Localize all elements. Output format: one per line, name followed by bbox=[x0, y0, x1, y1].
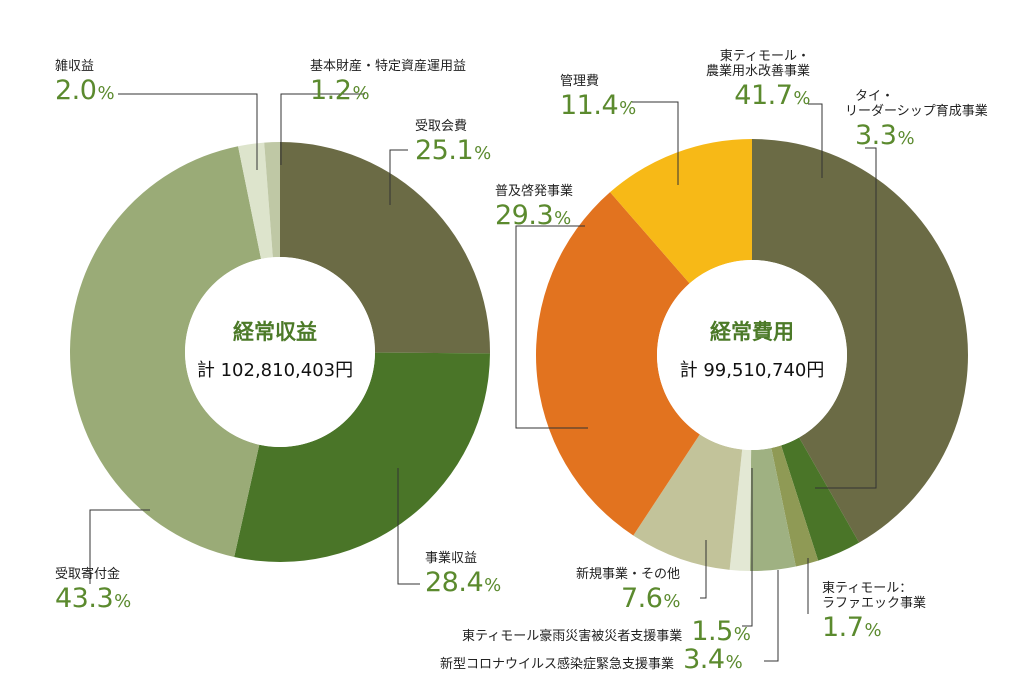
donut-hole bbox=[657, 260, 847, 450]
donut-slice bbox=[535, 192, 700, 536]
slice-value: 25.1% bbox=[415, 134, 491, 166]
label-admin-costs: 管理費 11.4% bbox=[560, 74, 636, 121]
leader-line bbox=[632, 101, 679, 185]
expense-center-total: 計 99,510,740円 bbox=[679, 360, 825, 381]
expense-center-title: 経常費用 bbox=[710, 320, 794, 344]
slice-label: 新規事業・その他 bbox=[575, 567, 680, 582]
slice-label: 東ティモール： bbox=[822, 581, 913, 596]
slice-label: 雑収益 bbox=[55, 59, 95, 74]
income-donut bbox=[70, 142, 490, 562]
leader-line bbox=[700, 540, 707, 599]
donut-slice bbox=[633, 434, 743, 570]
slice-value: 41.7% bbox=[734, 79, 810, 111]
label-rafaek: 東ティモール： ラファエック事業 1.7% bbox=[822, 581, 927, 643]
leader-line bbox=[397, 468, 420, 585]
slice-value: 11.4% bbox=[560, 89, 636, 121]
donut-slice bbox=[264, 142, 280, 258]
donut-slice bbox=[238, 142, 273, 259]
slice-value: 1.7% bbox=[822, 611, 882, 643]
label-flood-relief: 東ティモール豪雨災害被災者支援事業 1.5% bbox=[462, 616, 751, 647]
leader-line bbox=[515, 225, 588, 429]
slice-value: 43.3% bbox=[55, 582, 131, 614]
slice-label: 普及啓発事業 bbox=[495, 184, 574, 199]
expense-donut bbox=[535, 139, 968, 572]
slice-value: 3.4% bbox=[683, 644, 743, 675]
slice-label: 基本財産・特定資産運用益 bbox=[310, 59, 467, 74]
slice-label: ラファエック事業 bbox=[822, 595, 927, 611]
slice-value: 28.4% bbox=[425, 566, 501, 598]
donut-slice bbox=[234, 352, 490, 562]
slice-label: 東ティモール豪雨災害被災者支援事業 bbox=[462, 629, 683, 644]
donut-slice bbox=[70, 146, 262, 557]
leader-line bbox=[280, 93, 365, 165]
label-asset-income: 基本財産・特定資産運用益 1.2% bbox=[310, 59, 467, 106]
label-membership-fees: 受取会費 25.1% bbox=[415, 119, 491, 166]
slice-value: 2.0% bbox=[55, 74, 115, 106]
leader-line bbox=[89, 509, 150, 584]
label-misc-income: 雑収益 2.0% bbox=[55, 59, 115, 106]
label-business-income: 事業収益 28.4% bbox=[425, 551, 501, 598]
slice-label: タイ・ bbox=[855, 89, 895, 104]
donut-slice bbox=[610, 139, 752, 284]
label-new-projects: 新規事業・その他 7.6% bbox=[560, 567, 681, 614]
leader-line bbox=[815, 147, 877, 489]
donut-slice bbox=[771, 445, 819, 567]
leader-line bbox=[118, 93, 258, 170]
leader-lines bbox=[89, 93, 877, 662]
slice-label: 新型コロナウイルス感染症緊急支援事業 bbox=[440, 657, 675, 672]
label-timor-water: 東ティモール・ 農業用水改善事業 41.7% bbox=[660, 49, 811, 111]
slice-value: 7.6% bbox=[620, 582, 681, 614]
label-awareness: 普及啓発事業 29.3% bbox=[495, 184, 574, 231]
slice-value: 29.3% bbox=[495, 199, 571, 231]
donut-hole bbox=[185, 257, 375, 447]
slice-value: 1.2% bbox=[310, 74, 370, 106]
label-covid-relief: 新型コロナウイルス感染症緊急支援事業 3.4% bbox=[440, 644, 743, 675]
donut-slice bbox=[781, 437, 860, 561]
donut-slice bbox=[749, 448, 796, 572]
donut-slice bbox=[729, 449, 752, 571]
slice-value: 3.3% bbox=[855, 119, 915, 151]
slice-label: リーダーシップ育成事業 bbox=[845, 103, 988, 119]
slice-label: 農業用水改善事業 bbox=[705, 63, 810, 79]
leader-line bbox=[389, 149, 408, 205]
slice-label: 受取寄付金 bbox=[55, 567, 121, 582]
income-center-total: 計 102,810,403円 bbox=[196, 360, 354, 381]
label-donations: 受取寄付金 43.3% bbox=[55, 567, 131, 614]
slice-label: 事業収益 bbox=[425, 551, 478, 566]
slice-label: 東ティモール・ bbox=[719, 49, 810, 64]
slice-label: 受取会費 bbox=[415, 119, 468, 134]
income-center-title: 経常収益 bbox=[233, 320, 317, 344]
slice-value: 1.5% bbox=[691, 616, 751, 647]
leader-line bbox=[742, 468, 753, 627]
label-thai-leadership: タイ・ リーダーシップ育成事業 3.3% bbox=[845, 89, 988, 151]
donut-slice bbox=[280, 142, 490, 354]
slice-label: 管理費 bbox=[560, 74, 600, 89]
donut-slice bbox=[752, 139, 968, 543]
leader-line bbox=[764, 570, 779, 662]
leader-line bbox=[808, 103, 823, 178]
